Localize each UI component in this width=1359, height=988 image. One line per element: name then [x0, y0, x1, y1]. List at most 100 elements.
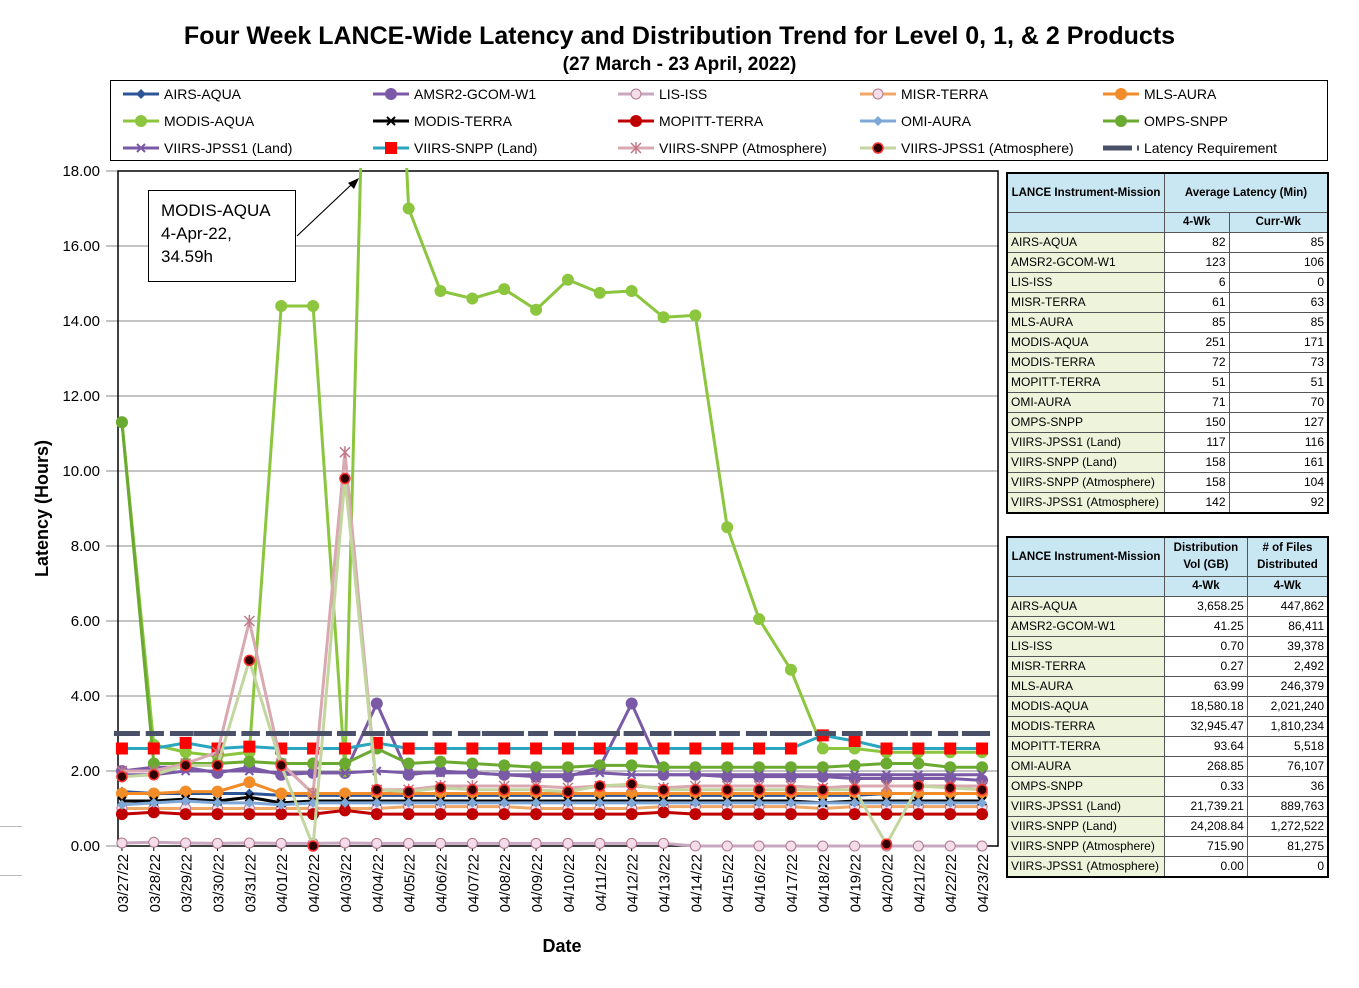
series-omi-aura: [116, 796, 988, 810]
x-tick-label: 04/15/22: [720, 854, 737, 912]
data-point: [657, 806, 670, 819]
data-point: [785, 797, 796, 808]
data-point: [467, 768, 478, 778]
x-tick-label: 04/06/22: [434, 854, 451, 912]
data-point: [243, 615, 255, 627]
value-cell: 150: [1164, 412, 1230, 433]
y-tick-label: 6.00: [71, 613, 100, 630]
data-point: [466, 292, 479, 305]
legend-marker: [872, 88, 884, 100]
data-point: [848, 759, 861, 772]
data-point: [753, 742, 766, 755]
mission-cell: AIRS-AQUA: [1006, 596, 1165, 617]
legend-marker: [1115, 88, 1127, 100]
x-tick-label: 03/27/22: [115, 854, 132, 912]
value-cell: 32,945.47: [1164, 716, 1248, 737]
data-point: [785, 840, 797, 852]
distribution-table-row: VIIRS-SNPP (Atmosphere) 715.90 81,275: [1006, 836, 1329, 857]
value-cell: 0.27: [1164, 656, 1248, 677]
data-point: [976, 808, 989, 821]
data-point: [689, 784, 702, 796]
data-point: [561, 808, 574, 821]
legend-swatch: [123, 115, 159, 127]
x-tick-label: 04/11/22: [593, 854, 610, 911]
legend-swatch: [860, 88, 896, 100]
mission-cell: OMI-AURA: [1006, 392, 1165, 413]
legend-swatch: [1103, 88, 1139, 100]
data-point: [880, 787, 893, 800]
data-point: [434, 782, 447, 794]
x-tick-label: 04/14/22: [688, 854, 705, 912]
data-point: [116, 799, 127, 810]
x-tick-label: 04/22/22: [943, 854, 960, 912]
legend-marker: [873, 116, 883, 126]
data-point: [180, 837, 192, 849]
legend-swatch: [123, 143, 159, 153]
value-cell: 51: [1164, 372, 1230, 393]
data-point: [817, 797, 828, 808]
data-point: [689, 840, 701, 852]
y-tick-label: 18.00: [62, 163, 100, 180]
data-point: [530, 784, 542, 796]
data-point: [402, 785, 415, 798]
data-point: [721, 808, 734, 821]
callout-arrow: [296, 183, 353, 237]
plot-border: [117, 170, 999, 847]
data-point: [721, 840, 733, 852]
x-tick-label: 04/03/22: [338, 854, 355, 912]
data-point: [244, 766, 255, 776]
data-point: [371, 837, 383, 849]
data-point: [148, 797, 159, 808]
legend-swatch: [1103, 145, 1139, 151]
data-point: [593, 742, 606, 755]
data-point: [179, 785, 192, 798]
x-tick-label: 04/02/22: [306, 854, 323, 912]
value-cell: 117: [1164, 432, 1230, 453]
data-point: [849, 797, 860, 808]
mission-cell: VIIRS-JPSS1 (Atmosphere): [1006, 856, 1165, 878]
series-viirs-snpp-land: [115, 729, 989, 755]
mission-cell: VIIRS-JPSS1 (Land): [1006, 432, 1165, 453]
data-point: [912, 840, 924, 852]
value-cell: 104: [1228, 472, 1329, 493]
data-point: [275, 808, 288, 821]
data-point: [147, 757, 160, 770]
data-point: [275, 759, 287, 772]
y-axis-label: Latency (Hours): [32, 440, 52, 577]
data-point: [626, 770, 637, 780]
data-point: [626, 797, 637, 808]
value-cell: 70: [1228, 392, 1329, 413]
mission-cell: LIS-ISS: [1006, 636, 1165, 657]
data-point: [754, 797, 765, 808]
data-point: [848, 735, 861, 747]
data-point: [115, 787, 128, 800]
legend-label: OMI-AURA: [901, 113, 971, 129]
y-tick-label: 16.00: [62, 238, 100, 255]
legend-label: MODIS-AQUA: [164, 113, 255, 129]
data-point: [625, 285, 638, 297]
distribution-table-row: MOPITT-TERRA 93.64 5,518: [1006, 736, 1329, 757]
latency-table-header-4wk: 4-Wk: [1164, 212, 1230, 233]
data-point: [786, 770, 796, 780]
data-point: [530, 761, 543, 774]
data-point: [816, 808, 829, 821]
latency-table-row: LIS-ISS 6 0: [1006, 272, 1329, 293]
data-point: [658, 837, 669, 849]
series-line-misr-terra: [121, 805, 983, 810]
x-tick-label: 04/18/22: [816, 854, 833, 912]
data-point: [689, 808, 702, 821]
legend-marker: [1115, 115, 1127, 127]
data-point: [434, 808, 447, 821]
mission-cell: MISR-TERRA: [1006, 292, 1165, 313]
data-point: [147, 742, 160, 755]
mission-cell: MISR-TERRA: [1006, 656, 1165, 677]
mission-cell: AMSR2-GCOM-W1: [1006, 252, 1165, 273]
data-point: [116, 837, 128, 849]
data-point: [976, 840, 988, 852]
data-point: [402, 742, 415, 755]
value-cell: 2,492: [1246, 656, 1329, 677]
mission-cell: OMPS-SNPP: [1006, 412, 1165, 433]
data-point: [977, 770, 987, 780]
data-point: [147, 806, 160, 819]
distribution-table-row: OMI-AURA 268.85 76,107: [1006, 756, 1329, 777]
